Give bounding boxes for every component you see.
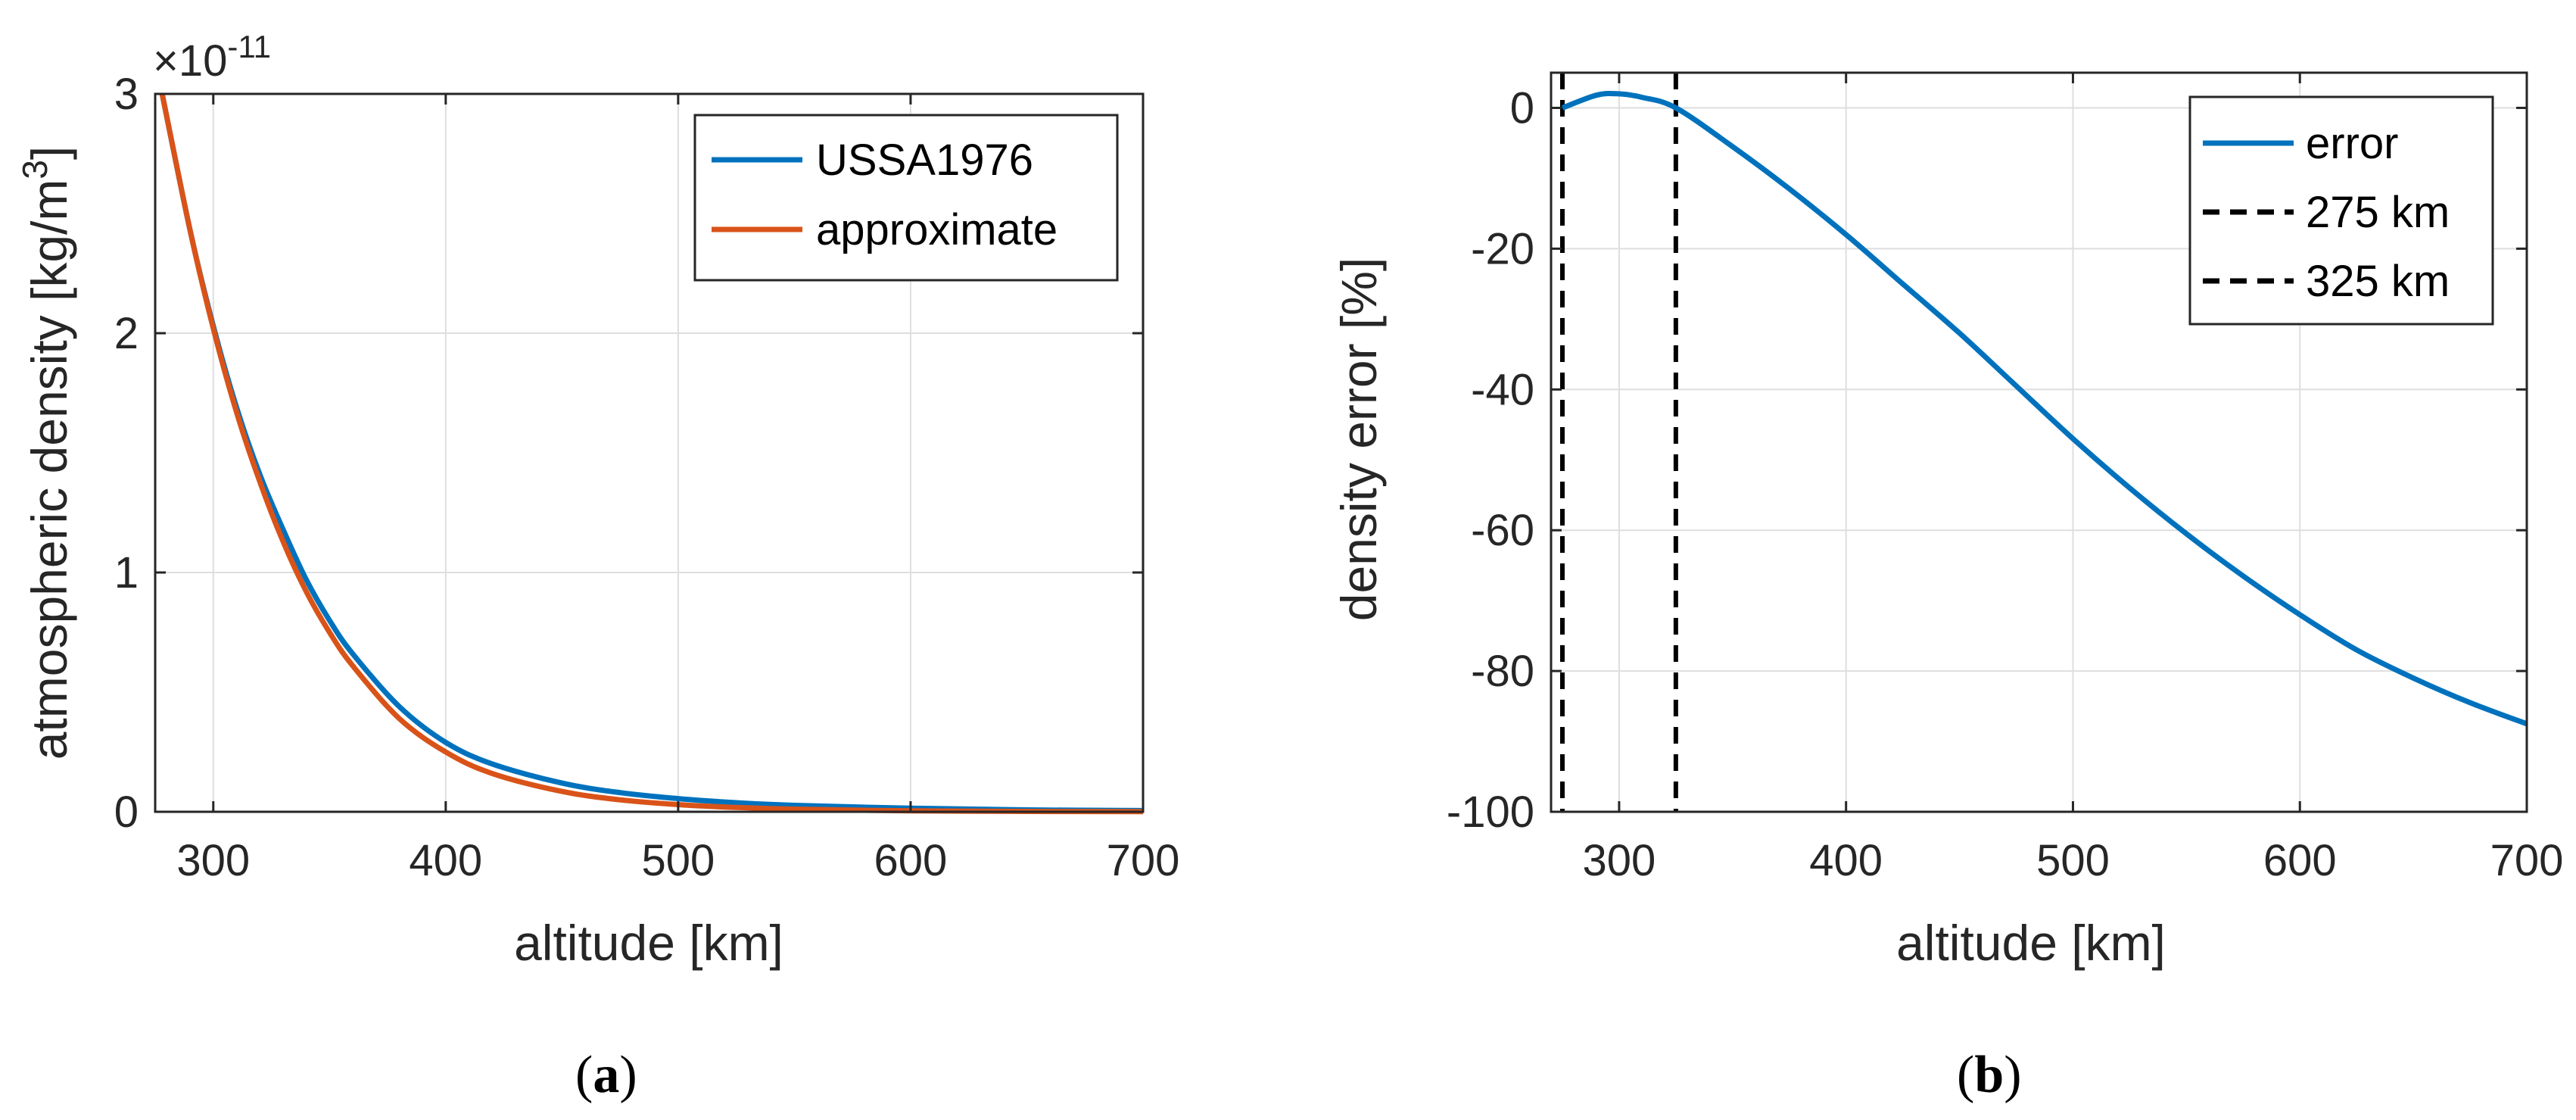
x-axis-label-a: altitude [km] [514,915,783,971]
x-tick-label: 400 [1809,836,1883,885]
legend-label-325km: 325 km [2306,257,2450,306]
axes-box-b [1550,71,2528,813]
tick-marks-a [155,92,1145,813]
y-tick-label: -100 [1447,788,1534,837]
y-tick-label: -40 [1471,365,1534,414]
x-tick-label: 500 [2036,836,2110,885]
series-line-approximate [159,93,1144,815]
panel-caption-b: (b) [1957,1046,2022,1104]
y-tick-label: 3 [114,70,139,119]
x-tick-label: 600 [2263,836,2337,885]
legend-b: error 275 km 325 km [2188,95,2494,326]
x-tick-label: 700 [2490,836,2564,885]
y-tick-label: 0 [1510,83,1534,133]
legend-a: USSA1976 approximate [693,114,1119,282]
tick-labels-a: 300 400 500 600 700 0 1 2 3 [114,70,1180,885]
x-tick-label: 600 [874,836,948,885]
y-tick-label: -20 [1471,224,1534,273]
chart-a: 300 400 500 600 700 0 1 2 3 ×10-11 atmospheric d… [15,29,1179,971]
x-tick-label: 400 [409,836,482,885]
y-axis-label-b: density error [%] [1331,257,1387,622]
panel-caption-a: (a) [575,1046,637,1104]
tick-labels-b: 300 400 500 600 700 0 -20 -40 -60 -80 -100 [1447,83,2563,885]
y-tick-label: 1 [114,548,139,597]
x-axis-label-b: altitude [km] [1896,915,2166,971]
y-tick-label: 0 [114,788,139,837]
legend-box-a [693,114,1119,282]
legend-label-approximate: approximate [816,205,1057,254]
y-axis-label-a: atmospheric density [kg/m3] [15,146,77,760]
x-tick-label: 700 [1107,836,1180,885]
x-tick-label: 300 [1583,836,1656,885]
y-tick-label: -80 [1471,647,1534,696]
chart-b: 300 400 500 600 700 0 -20 -40 -60 -80 -100 density… [1331,71,2563,971]
exponent-label: ×10-11 [153,29,271,86]
tick-marks-b [1551,73,2528,813]
axes-box-a [154,92,1145,813]
series-line-error [1561,90,2528,727]
legend-label-error: error [2306,119,2398,168]
x-tick-label: 500 [641,836,715,885]
series-lines-b [1559,73,2528,812]
y-tick-label: -60 [1471,506,1534,555]
legend-label-275km: 275 km [2306,188,2450,237]
series-lines-a [159,93,1144,815]
x-tick-label: 300 [176,836,250,885]
legend-label-ussa1976: USSA1976 [816,136,1033,185]
y-tick-label: 2 [114,309,139,358]
